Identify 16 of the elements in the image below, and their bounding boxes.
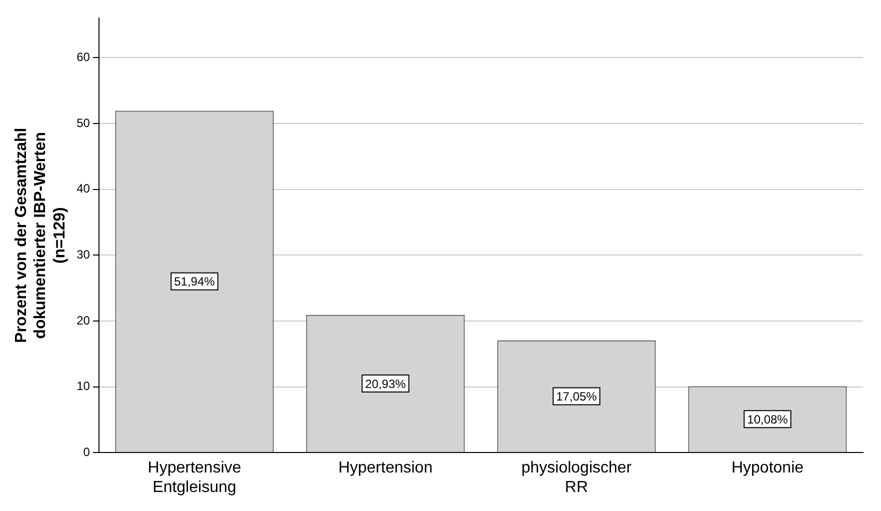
y-tick-label: 60 (76, 50, 90, 64)
y-axis-title: Prozent von der Gesamtzahl dokumentierter IBP-Werten (n=129) (13, 128, 68, 343)
x-tick-label: physiologischer RR (521, 460, 632, 496)
y-tick-label: 40 (76, 182, 90, 196)
y-tick-label: 30 (76, 247, 90, 262)
y-tick-label: 20 (76, 313, 90, 328)
data-label: 10,08% (747, 412, 788, 426)
y-tick-label: 0 (83, 444, 90, 459)
x-tick-label: Hypertensive Entgleisung (148, 460, 242, 496)
data-label: 17,05% (556, 390, 598, 404)
data-label: 51,94% (174, 274, 216, 289)
data-label: 20,93% (365, 376, 406, 391)
y-tick-label: 50 (76, 116, 90, 130)
y-tick-label: 10 (76, 379, 90, 394)
x-tick-label: Hypertension (338, 460, 433, 477)
x-tick-label: Hypotonie (731, 460, 804, 477)
